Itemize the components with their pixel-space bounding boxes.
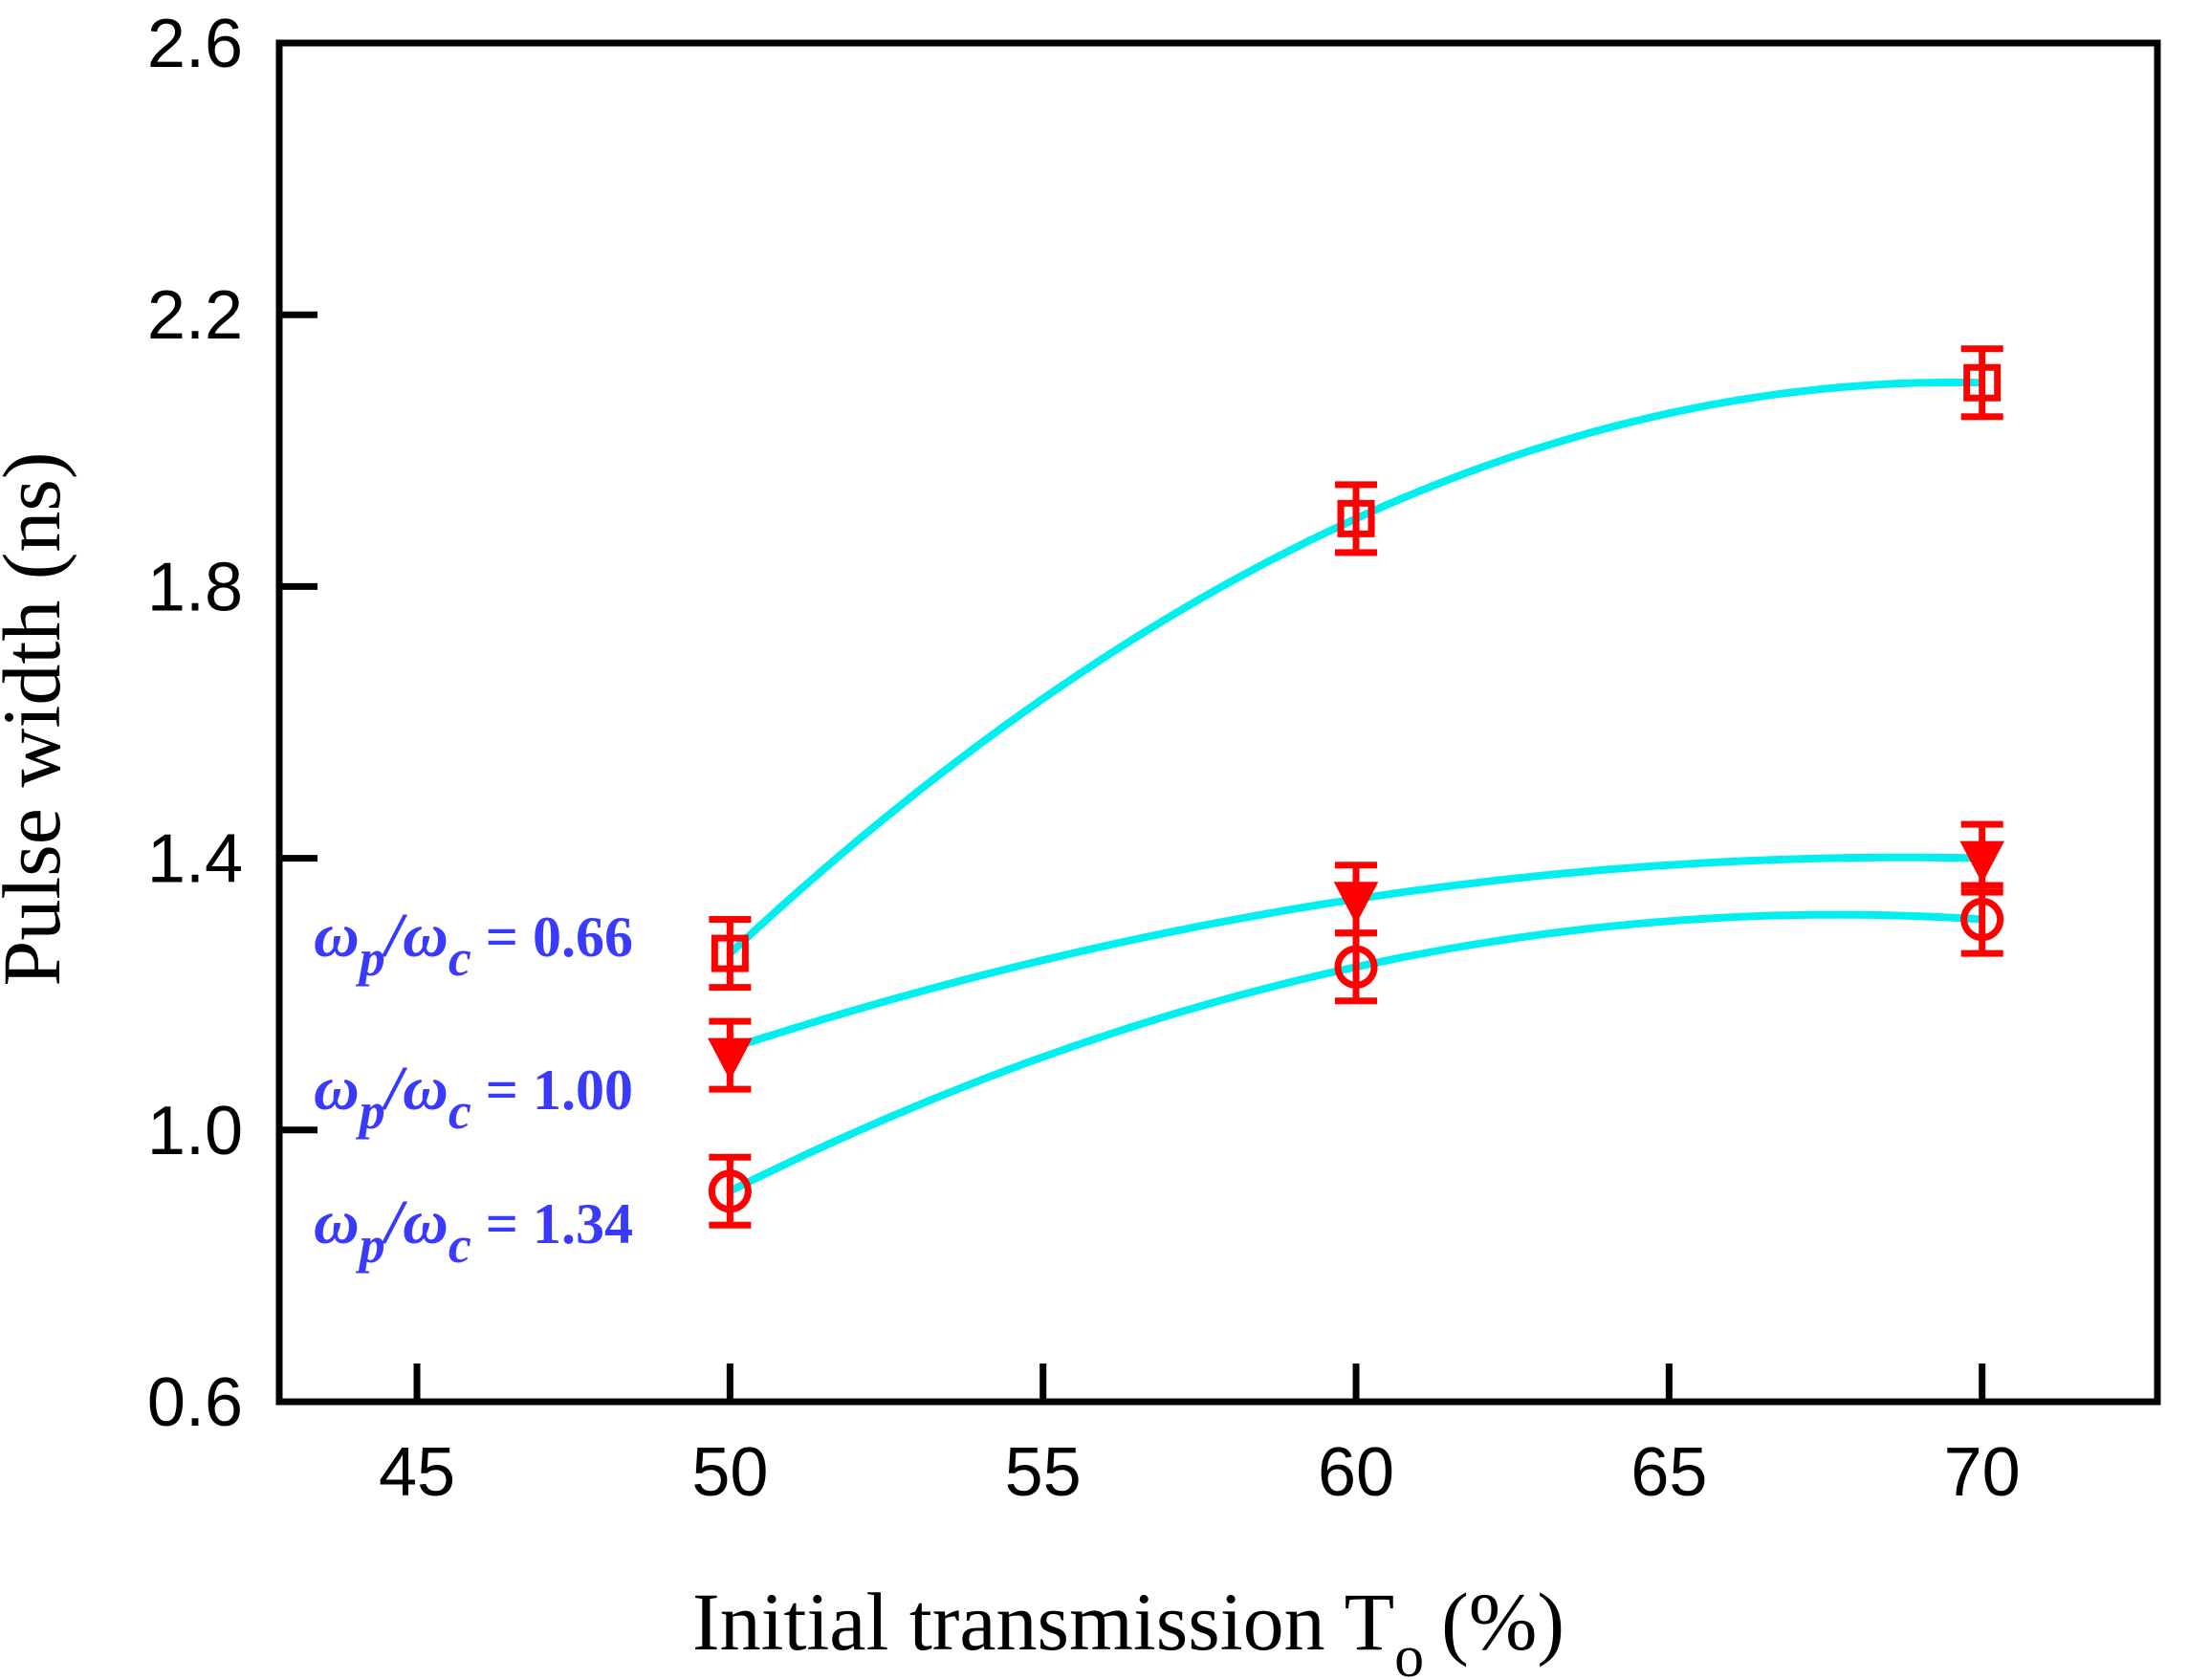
data-point (1335, 481, 1378, 556)
x-axis-title-main: Initial transmission T (692, 1576, 1394, 1668)
y-tick-label: 1.4 (147, 821, 243, 898)
marker-circle (1960, 898, 2004, 942)
series-label-part: c (449, 1216, 471, 1274)
x-tick-label: 70 (1944, 1434, 2021, 1511)
series-label-part: = 0.66 (471, 905, 633, 969)
data-point (708, 1017, 753, 1093)
marker-triangle-down (708, 1037, 753, 1080)
series-label-part: = 1.34 (471, 1192, 633, 1255)
axis-ticks: 45 50 55 60 65 70 0.6 1.0 1.4 1.8 2.2 2.6 (147, 6, 2021, 1511)
series-label-part: p (356, 1082, 385, 1140)
series-label-part: ω (314, 901, 360, 971)
marker-square (1337, 499, 1375, 537)
data-point (1334, 929, 1378, 1005)
marker-circle (1334, 945, 1378, 989)
marker-triangle-down (1333, 882, 1379, 925)
y-tick-label: 1.0 (147, 1093, 243, 1169)
x-tick-label: 50 (691, 1434, 768, 1511)
y-axis-title: Pulse width (ns) (0, 452, 77, 987)
data-point (709, 916, 752, 992)
series-label-part: ω (314, 1188, 360, 1257)
y-tick-label: 2.2 (147, 277, 243, 354)
series-label-part: p (356, 929, 385, 987)
x-tick-label: 45 (379, 1434, 455, 1511)
marker-circle (708, 1169, 752, 1213)
series-label-1: ωp/ωc = 0.66 (314, 901, 633, 987)
marker-square (1963, 363, 2002, 402)
data-point (1960, 345, 2003, 421)
x-axis-title-unit: (%) (1441, 1576, 1564, 1668)
series-label-part: /ω (382, 1054, 449, 1124)
series-label-part: c (449, 929, 471, 987)
y-tick-label: 1.8 (147, 549, 243, 625)
marker-triangle-down (1959, 840, 2005, 884)
series-label-part: p (356, 1216, 385, 1274)
series-label-part: c (449, 1082, 471, 1140)
data-point (1960, 882, 2004, 957)
series-label-part: /ω (382, 901, 449, 971)
x-tick-label: 65 (1630, 1434, 1707, 1511)
series-label-part: ω (314, 1054, 360, 1124)
series-label-part: = 1.00 (471, 1058, 633, 1122)
x-tick-label: 55 (1005, 1434, 1082, 1511)
y-tick-label: 2.6 (147, 6, 243, 82)
x-axis-title: Initial transmission To (%) (692, 1576, 1564, 1680)
plot-frame (275, 39, 2161, 1406)
series-label-part: /ω (382, 1188, 449, 1257)
series-label-3: ωp/ωc = 1.34 (314, 1188, 633, 1274)
series-label-2: ωp/ωc = 1.00 (314, 1054, 633, 1140)
y-tick-label: 0.6 (147, 1364, 243, 1441)
marker-square (711, 934, 749, 972)
x-tick-label: 60 (1318, 1434, 1394, 1511)
data-markers (708, 345, 2005, 1229)
x-axis-title-sub: o (1394, 1625, 1424, 1680)
data-point (708, 1153, 752, 1229)
